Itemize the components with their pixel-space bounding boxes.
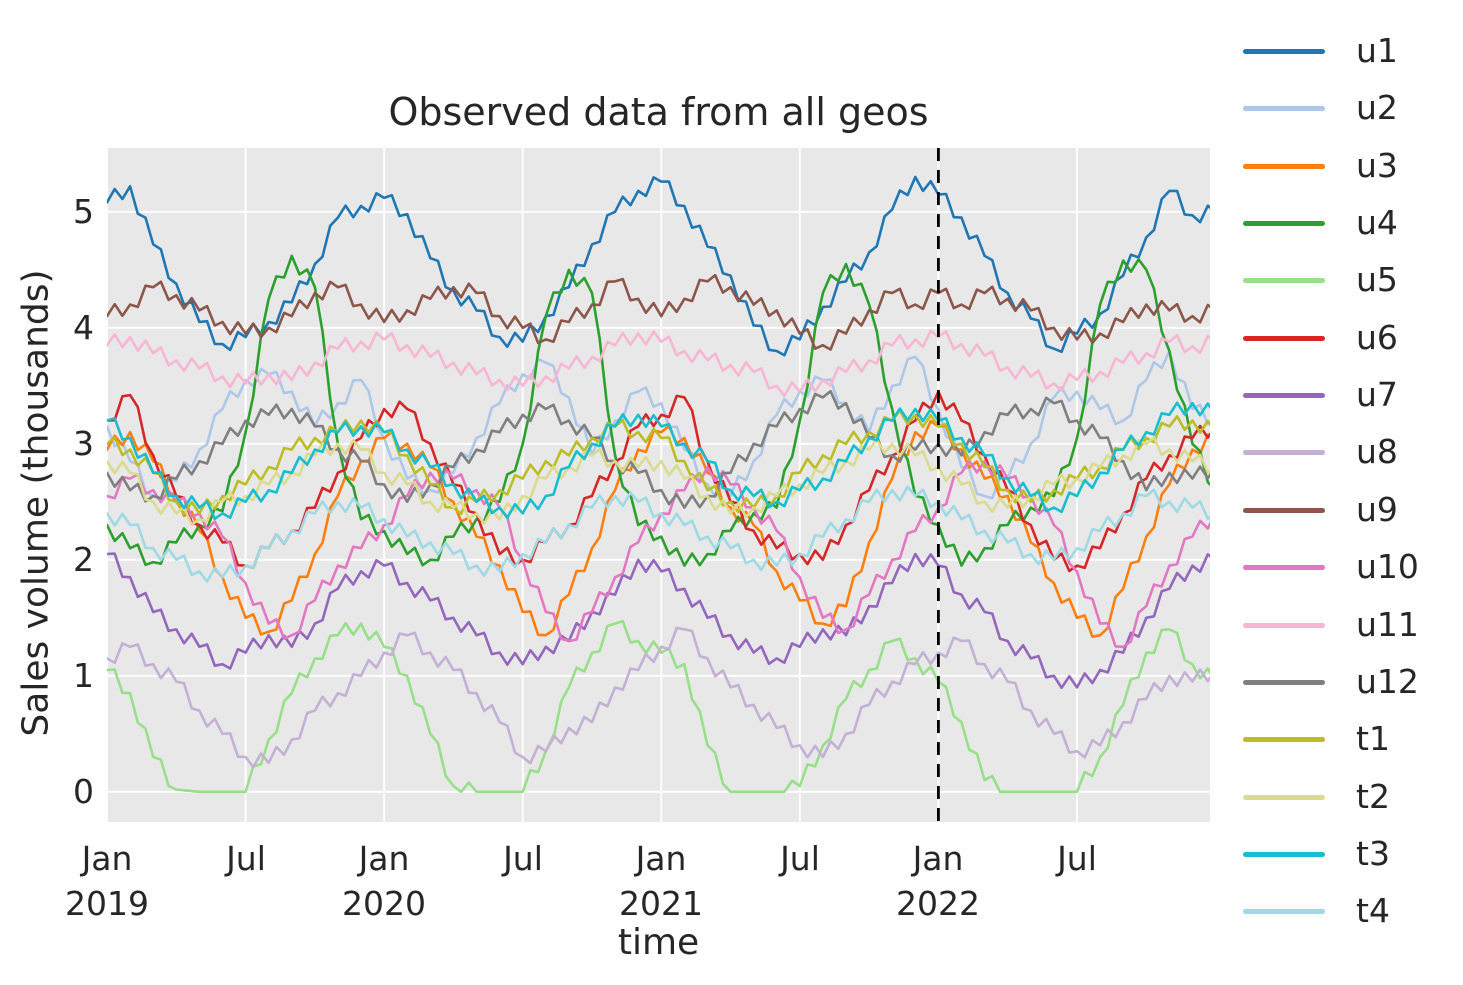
y-tick-2: 2 bbox=[73, 540, 94, 579]
series-line-u1 bbox=[107, 175, 1210, 357]
legend-label: t3 bbox=[1356, 834, 1390, 873]
x-tick-year: 2022 bbox=[896, 884, 980, 923]
legend-label: u11 bbox=[1356, 605, 1419, 644]
legend-item-u9: u9 bbox=[1243, 490, 1398, 530]
series-line-u7 bbox=[107, 552, 1210, 690]
legend-line-swatch-u6 bbox=[1243, 335, 1325, 341]
legend-item-u7: u7 bbox=[1243, 375, 1398, 415]
legend-label: t2 bbox=[1356, 777, 1390, 816]
legend-line-swatch-t4 bbox=[1243, 908, 1325, 914]
legend-label: u5 bbox=[1356, 260, 1398, 299]
legend-item-u6: u6 bbox=[1243, 318, 1398, 358]
x-tick-month: Jul bbox=[503, 839, 543, 878]
series-line-u12 bbox=[107, 389, 1210, 509]
series-line-u3 bbox=[107, 419, 1210, 638]
chart-title: Observed data from all geos bbox=[388, 90, 929, 134]
legend-line-swatch-u5 bbox=[1243, 277, 1325, 283]
series-line-u5 bbox=[107, 620, 1210, 794]
x-tick-Jul-7: Jul bbox=[992, 836, 1162, 881]
y-tick-5: 5 bbox=[73, 192, 94, 231]
series-line-u2 bbox=[107, 349, 1210, 501]
legend-line-swatch-u9 bbox=[1243, 507, 1325, 513]
series-line-u9 bbox=[107, 273, 1210, 351]
legend-label: u12 bbox=[1356, 662, 1419, 701]
legend-label: u8 bbox=[1356, 432, 1398, 471]
legend-item-u12: u12 bbox=[1243, 662, 1419, 702]
legend-line-swatch-u8 bbox=[1243, 449, 1325, 455]
x-tick-Jan-2022: Jan 2022 bbox=[853, 836, 1023, 926]
series-lines bbox=[107, 175, 1210, 794]
legend-label: t4 bbox=[1356, 891, 1390, 930]
x-tick-Jan-2021: Jan 2021 bbox=[576, 836, 746, 926]
x-tick-month: Jul bbox=[1057, 839, 1097, 878]
x-axis-label: time bbox=[617, 922, 700, 963]
legend-label: u6 bbox=[1356, 318, 1398, 357]
x-tick-Jan-2020: Jan 2020 bbox=[299, 836, 469, 926]
series-line-u4 bbox=[107, 254, 1210, 567]
y-tick-3: 3 bbox=[73, 424, 94, 463]
legend-line-swatch-u2 bbox=[1243, 105, 1325, 111]
legend-item-u8: u8 bbox=[1243, 432, 1398, 472]
legend-line-swatch-u10 bbox=[1243, 564, 1325, 570]
legend-item-u5: u5 bbox=[1243, 260, 1398, 300]
x-tick-month: Jan bbox=[912, 839, 964, 878]
legend-line-swatch-t3 bbox=[1243, 851, 1325, 857]
x-tick-year: 2020 bbox=[342, 884, 426, 923]
legend-label: u1 bbox=[1356, 31, 1398, 70]
legend-line-swatch-u11 bbox=[1243, 622, 1325, 628]
legend-item-t2: t2 bbox=[1243, 777, 1390, 817]
legend-line-swatch-t2 bbox=[1243, 794, 1325, 800]
legend-item-u1: u1 bbox=[1243, 31, 1398, 71]
x-tick-Jul-3: Jul bbox=[438, 836, 608, 881]
x-tick-month: Jan bbox=[358, 839, 410, 878]
series-line-u8 bbox=[107, 626, 1210, 769]
legend-label: t1 bbox=[1356, 719, 1390, 758]
legend-label: u3 bbox=[1356, 146, 1398, 185]
legend-line-swatch-t1 bbox=[1243, 736, 1325, 742]
legend-item-t4: t4 bbox=[1243, 891, 1390, 931]
legend-line-swatch-u1 bbox=[1243, 48, 1325, 54]
series-line-u11 bbox=[107, 329, 1210, 398]
legend-label: u10 bbox=[1356, 547, 1419, 586]
series-line-t1 bbox=[107, 409, 1210, 516]
x-tick-Jan-2019: Jan 2019 bbox=[22, 836, 192, 926]
series-line-t4 bbox=[107, 485, 1210, 583]
legend-item-u11: u11 bbox=[1243, 605, 1419, 645]
legend-item-t1: t1 bbox=[1243, 719, 1390, 759]
legend-label: u4 bbox=[1356, 203, 1398, 242]
x-tick-year: 2019 bbox=[65, 884, 149, 923]
legend-line-swatch-u7 bbox=[1243, 392, 1325, 398]
legend-item-t3: t3 bbox=[1243, 834, 1390, 874]
y-tick-1: 1 bbox=[73, 656, 94, 695]
y-tick-4: 4 bbox=[73, 308, 94, 347]
legend-line-swatch-u12 bbox=[1243, 679, 1325, 685]
legend-line-swatch-u3 bbox=[1243, 163, 1325, 169]
series-line-t3 bbox=[107, 401, 1210, 521]
legend-item-u4: u4 bbox=[1243, 203, 1398, 243]
legend-item-u2: u2 bbox=[1243, 88, 1398, 128]
x-tick-Jul-1: Jul bbox=[161, 836, 331, 881]
legend-label: u2 bbox=[1356, 88, 1398, 127]
x-tick-year: 2021 bbox=[619, 884, 703, 923]
legend-item-u3: u3 bbox=[1243, 146, 1398, 186]
legend-label: u7 bbox=[1356, 375, 1398, 414]
x-tick-month: Jan bbox=[635, 839, 687, 878]
legend-item-u10: u10 bbox=[1243, 547, 1419, 587]
legend-line-swatch-u4 bbox=[1243, 220, 1325, 226]
x-tick-Jul-5: Jul bbox=[715, 836, 885, 881]
x-tick-month: Jul bbox=[780, 839, 820, 878]
x-tick-month: Jul bbox=[226, 839, 266, 878]
x-tick-month: Jan bbox=[81, 839, 133, 878]
legend-label: u9 bbox=[1356, 490, 1398, 529]
y-tick-0: 0 bbox=[73, 772, 94, 811]
